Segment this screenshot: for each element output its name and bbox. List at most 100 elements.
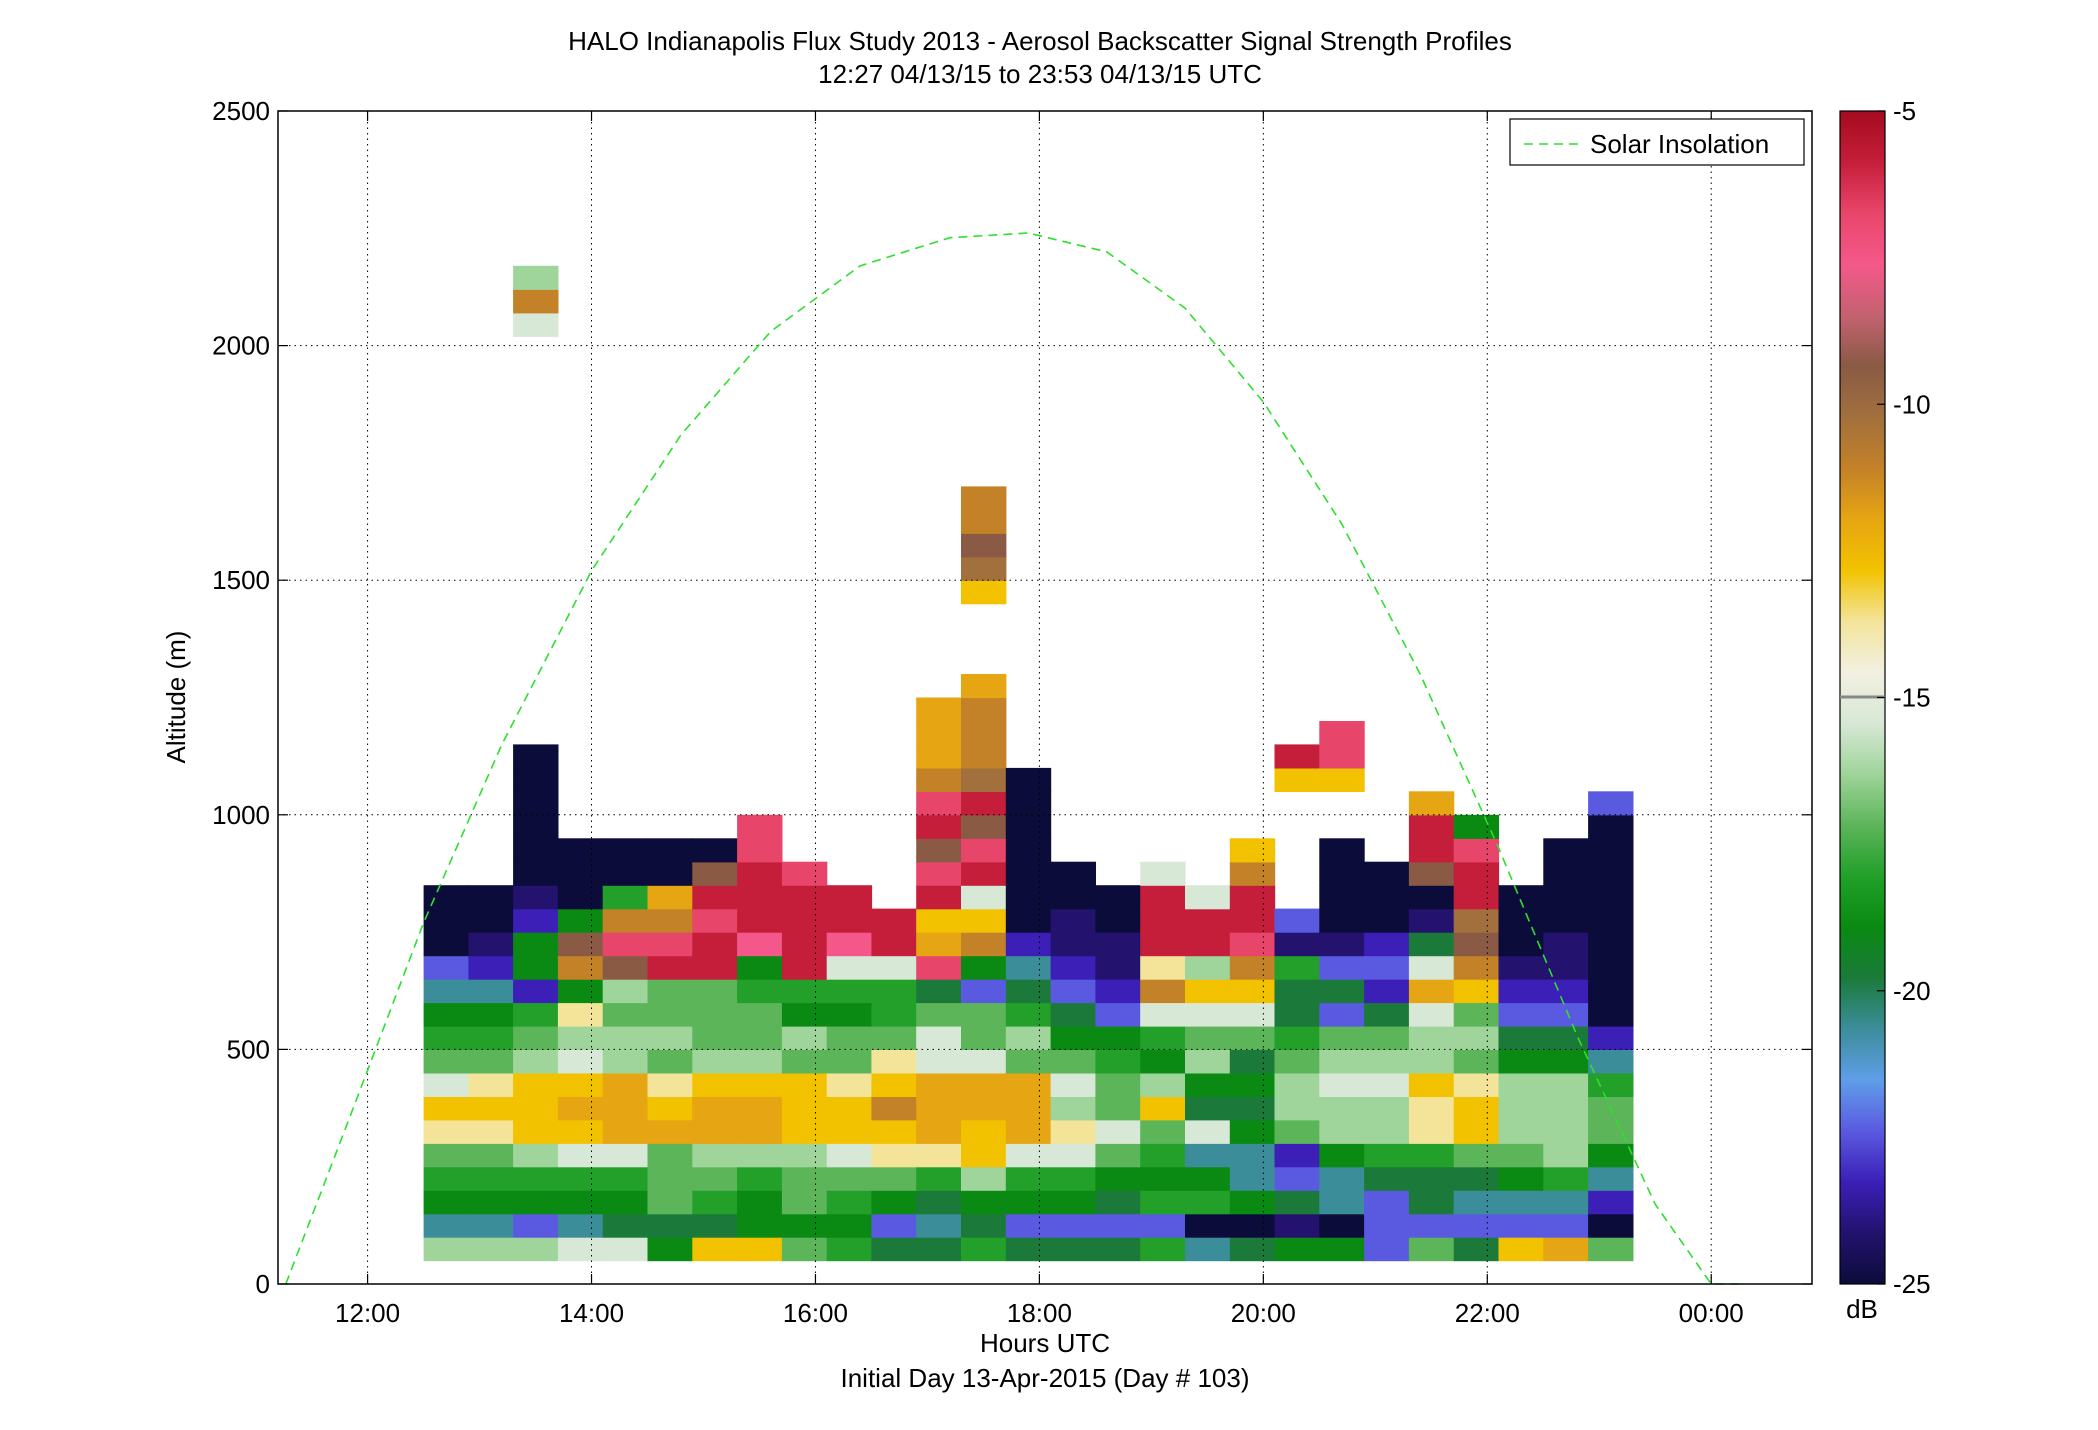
heatmap-cell xyxy=(1453,1072,1500,1097)
heatmap-cell xyxy=(916,1237,962,1262)
heatmap-cell xyxy=(1364,1096,1410,1121)
heatmap-cell xyxy=(1364,1143,1410,1168)
heatmap-cell xyxy=(557,1166,604,1191)
heatmap-cell xyxy=(513,1166,559,1191)
heatmap-cell xyxy=(647,1213,693,1238)
heatmap-cell xyxy=(1588,979,1634,1004)
heatmap-cell xyxy=(961,1119,1007,1144)
heatmap-cell xyxy=(737,955,783,980)
heatmap-cell xyxy=(647,979,693,1004)
heatmap-cell xyxy=(1005,861,1052,886)
heatmap-cell xyxy=(1005,1190,1052,1215)
heatmap-cell xyxy=(1543,1237,1589,1262)
heatmap-cell xyxy=(1005,1143,1052,1168)
heatmap-cell xyxy=(468,1166,514,1191)
heatmap-cell xyxy=(1498,1049,1544,1074)
y-tick-label: 500 xyxy=(227,1034,270,1064)
heatmap-cell xyxy=(1364,932,1410,957)
heatmap-cell xyxy=(692,1237,738,1262)
x-axis-label: Hours UTC xyxy=(980,1328,1110,1358)
heatmap-cell xyxy=(423,1213,469,1238)
heatmap-cell xyxy=(1498,1002,1544,1027)
heatmap-cell xyxy=(602,1072,649,1097)
heatmap-cell xyxy=(1543,979,1589,1004)
heatmap-cell xyxy=(781,1237,828,1262)
heatmap-cell xyxy=(1229,955,1276,980)
heatmap-cell xyxy=(1498,885,1544,910)
heatmap-cell xyxy=(1319,1072,1365,1097)
heatmap-cell xyxy=(513,979,559,1004)
heatmap-cell xyxy=(916,791,962,816)
heatmap-cell xyxy=(1005,767,1052,792)
heatmap-cell xyxy=(1408,1143,1455,1168)
heatmap-cell xyxy=(1453,908,1500,933)
heatmap-cell xyxy=(692,1025,738,1050)
colorbar-tick-label: -10 xyxy=(1893,389,1931,419)
heatmap-cell xyxy=(423,1143,469,1168)
heatmap-cell xyxy=(1543,1143,1589,1168)
heatmap-cell xyxy=(916,814,962,839)
heatmap-cell xyxy=(1319,1213,1365,1238)
heatmap-cell xyxy=(1274,1119,1320,1144)
heatmap-cell xyxy=(1588,861,1634,886)
legend-box xyxy=(1509,118,1805,166)
heatmap-cell xyxy=(557,1237,604,1262)
heatmap-cell xyxy=(557,838,604,863)
heatmap-cell xyxy=(1364,1002,1410,1027)
heatmap-cell xyxy=(961,486,1007,511)
heatmap-cell xyxy=(1588,908,1634,933)
heatmap-cell xyxy=(1185,1213,1231,1238)
heatmap-cell xyxy=(961,697,1007,722)
heatmap-cell xyxy=(1588,1002,1634,1027)
heatmap-cell xyxy=(423,1025,469,1050)
heatmap-cell xyxy=(1453,1213,1500,1238)
heatmap-cell xyxy=(781,885,828,910)
heatmap-cell xyxy=(1588,1166,1634,1191)
heatmap-cell xyxy=(557,1025,604,1050)
heatmap-cell xyxy=(513,814,559,839)
heatmap-cell xyxy=(871,1049,917,1074)
heatmap-cell xyxy=(602,908,649,933)
heatmap-cell xyxy=(1453,1143,1500,1168)
heatmap-cell xyxy=(1095,932,1141,957)
heatmap-cell xyxy=(1095,1213,1141,1238)
heatmap-cell xyxy=(1588,1119,1634,1144)
legend: Solar Insolation xyxy=(1509,118,1805,166)
heatmap-cell xyxy=(1408,1166,1455,1191)
heatmap-cell xyxy=(647,1025,693,1050)
heatmap-cell xyxy=(1588,885,1634,910)
heatmap-cell xyxy=(1364,861,1410,886)
heatmap-cell xyxy=(826,1049,873,1074)
heatmap-cell xyxy=(1140,932,1186,957)
heatmap-cell xyxy=(1543,1025,1589,1050)
heatmap-cell xyxy=(916,838,962,863)
heatmap-cell xyxy=(1005,1096,1052,1121)
heatmap-cell xyxy=(1050,1002,1096,1027)
heatmap-cell xyxy=(602,979,649,1004)
heatmap-cell xyxy=(1095,885,1141,910)
heatmap-cell xyxy=(1408,1119,1455,1144)
heatmap-cell xyxy=(557,1096,604,1121)
heatmap-cell xyxy=(1140,885,1186,910)
heatmap-cell xyxy=(737,1072,783,1097)
heatmap-cell xyxy=(961,744,1007,769)
heatmap-cell xyxy=(826,1190,873,1215)
heatmap-cell xyxy=(1274,932,1320,957)
colorbar-tick-label: -15 xyxy=(1893,683,1931,713)
heatmap-cell xyxy=(1588,814,1634,839)
heatmap-cell xyxy=(1140,1190,1186,1215)
colorbar-unit-label: dB xyxy=(1846,1294,1878,1324)
heatmap-cell xyxy=(1050,932,1096,957)
heatmap-cell xyxy=(1229,1072,1276,1097)
heatmap-cell xyxy=(1408,1049,1455,1074)
heatmap-cell xyxy=(513,265,559,290)
heatmap-cell xyxy=(513,955,559,980)
heatmap-cell xyxy=(781,1025,828,1050)
heatmap-cell xyxy=(1229,838,1276,863)
heatmap-cell xyxy=(557,1002,604,1027)
heatmap-cell xyxy=(557,908,604,933)
heatmap-cell xyxy=(513,1096,559,1121)
heatmap-cell xyxy=(1498,1143,1544,1168)
heatmap-cell xyxy=(1140,1213,1186,1238)
